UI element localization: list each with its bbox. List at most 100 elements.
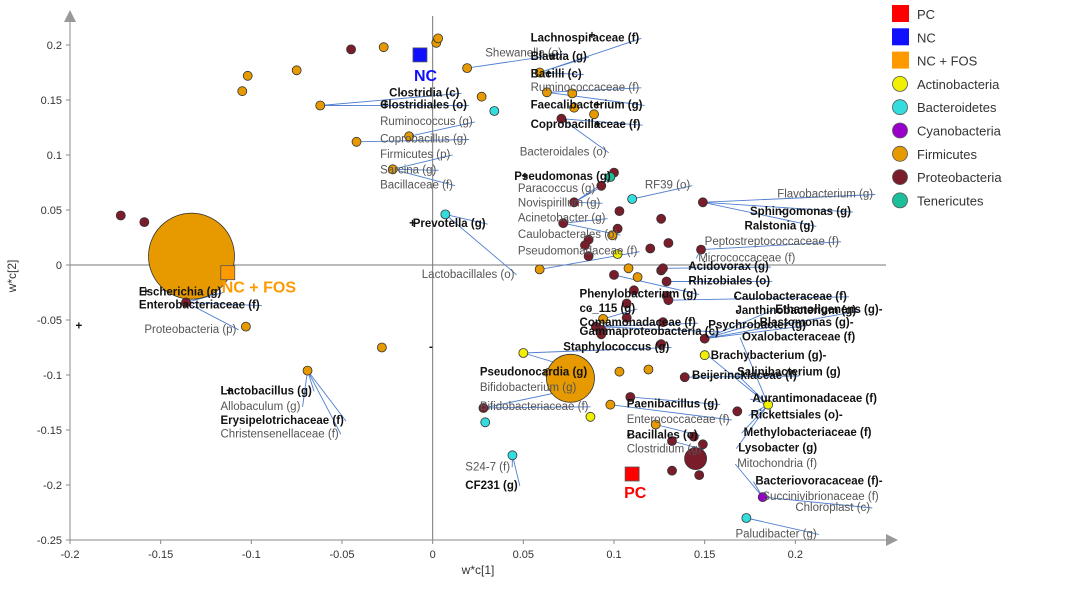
y-tick-label: 0.15 bbox=[41, 95, 62, 107]
point-label: + bbox=[75, 321, 82, 333]
y-tick-label: -0.05 bbox=[37, 315, 62, 327]
group-label: NC + FOS bbox=[222, 280, 297, 297]
data-point bbox=[241, 322, 250, 331]
legend-label: Bacteroidetes bbox=[917, 100, 997, 115]
point-label: - bbox=[400, 87, 404, 99]
point-label: + bbox=[549, 51, 556, 63]
data-point bbox=[586, 412, 595, 421]
data-point bbox=[615, 207, 624, 216]
point-label: Lactobacillus (g) bbox=[221, 385, 313, 397]
point-label: S24-7 (f) bbox=[465, 461, 510, 473]
point-label: Lactobacillales (o) bbox=[422, 269, 515, 281]
point-label: - bbox=[879, 476, 883, 488]
point-label: + bbox=[409, 218, 416, 230]
point-label: Proteobacteria (p) bbox=[144, 324, 236, 336]
data-point bbox=[347, 45, 356, 54]
data-point bbox=[116, 211, 125, 220]
point-label: Ralstonia (g) bbox=[745, 220, 815, 232]
group-marker bbox=[413, 48, 427, 62]
point-label: + bbox=[226, 385, 233, 397]
y-tick-label: -0.25 bbox=[37, 535, 62, 547]
point-label: Bifidobacterium (g) bbox=[480, 382, 577, 394]
x-tick-label: -0.15 bbox=[148, 549, 173, 561]
point-label: Enterococcaceae (f) bbox=[627, 414, 730, 426]
point-label: Chloroplast (c) bbox=[795, 502, 870, 514]
point-label: + bbox=[545, 69, 552, 81]
data-point bbox=[700, 351, 709, 360]
data-point bbox=[615, 367, 624, 376]
data-point bbox=[610, 270, 619, 279]
point-label: Pseudomonadaceae (f) bbox=[518, 246, 638, 258]
point-label: Paracoccus (g) bbox=[518, 183, 596, 195]
connector-line bbox=[308, 371, 346, 422]
point-label: Ruminococcus (g) bbox=[380, 116, 473, 128]
data-point bbox=[633, 273, 642, 282]
data-point bbox=[303, 366, 312, 375]
legend-swatch bbox=[892, 52, 909, 69]
legend-swatch bbox=[893, 193, 908, 208]
point-label: Bacteroidales (o) bbox=[520, 147, 607, 159]
data-point bbox=[316, 101, 325, 110]
point-label: Ethanoligenens (g) bbox=[775, 304, 879, 316]
point-label: Blautia (g) bbox=[531, 51, 587, 63]
point-label: Pseudonocardia (g) bbox=[480, 367, 588, 379]
point-label: Novispirillum (g) bbox=[518, 197, 601, 209]
legend-swatch bbox=[893, 76, 908, 91]
data-point bbox=[481, 418, 490, 427]
y-tick-label: -0.15 bbox=[37, 425, 62, 437]
data-point bbox=[292, 66, 301, 75]
point-label: Clostridiales (o) bbox=[380, 99, 467, 111]
point-label: Bacteriovoracaceae (f) bbox=[755, 476, 879, 488]
y-tick-label: 0 bbox=[56, 260, 62, 272]
data-point bbox=[377, 343, 386, 352]
point-label: - bbox=[692, 370, 696, 382]
point-label: Pseudomonas (g) bbox=[514, 171, 611, 183]
point-label: Acinetobacter (g) bbox=[518, 213, 606, 225]
data-point bbox=[352, 137, 361, 146]
group-label: NC bbox=[414, 68, 438, 85]
point-label: Caulobacterales (o) bbox=[518, 229, 619, 241]
x-tick-label: 0.1 bbox=[606, 549, 621, 561]
legend-label: Proteobacteria bbox=[917, 170, 1002, 185]
point-label: Coprobacillus (g) bbox=[380, 134, 467, 146]
point-label: Enterobacteriaceae (f) bbox=[139, 300, 260, 312]
data-point bbox=[238, 87, 247, 96]
point-label: - bbox=[823, 350, 827, 362]
point-label: - bbox=[763, 220, 767, 232]
point-label: Faecalibacterium (g) bbox=[531, 99, 643, 111]
point-label: + bbox=[589, 30, 596, 42]
point-label: Oxalobacteraceae (f) bbox=[742, 332, 855, 344]
point-label: Caulobacteraceae (f) bbox=[734, 291, 847, 303]
data-point bbox=[628, 195, 637, 204]
y-tick-label: -0.2 bbox=[43, 480, 62, 492]
point-label: Coprobacillaceae (f) bbox=[531, 119, 641, 131]
point-label: - bbox=[779, 206, 783, 218]
data-point bbox=[662, 277, 671, 286]
legend-label: NC bbox=[917, 30, 936, 45]
point-label: CF231 (g) bbox=[465, 480, 518, 492]
legend-swatch bbox=[893, 170, 908, 185]
point-label: Rickettsiales (o) bbox=[751, 410, 839, 422]
point-label: Escherichia (g) bbox=[139, 286, 222, 298]
y-axis-title: w*c[2] bbox=[5, 260, 19, 294]
point-label: Prevotella (g) bbox=[413, 218, 486, 230]
point-label: - bbox=[594, 289, 598, 301]
point-label: RF39 (o) bbox=[645, 180, 691, 192]
point-label: + bbox=[143, 286, 150, 298]
x-axis-title: w*c[1] bbox=[461, 563, 495, 577]
point-label: - bbox=[589, 303, 593, 315]
legend-label: NC + FOS bbox=[917, 54, 978, 69]
data-point bbox=[658, 264, 667, 273]
data-point bbox=[140, 218, 149, 227]
point-label: Allobaculum (g) bbox=[221, 401, 301, 413]
y-tick-label: 0.2 bbox=[47, 40, 62, 52]
x-tick-label: 0.2 bbox=[788, 549, 803, 561]
point-label: Aurantimonadaceae (f) bbox=[752, 393, 877, 405]
data-point bbox=[624, 264, 633, 273]
data-point bbox=[644, 365, 653, 374]
x-tick-label: -0.2 bbox=[61, 549, 80, 561]
legend-label: Firmicutes bbox=[917, 147, 977, 162]
group-marker bbox=[221, 266, 235, 280]
data-point bbox=[680, 373, 689, 382]
